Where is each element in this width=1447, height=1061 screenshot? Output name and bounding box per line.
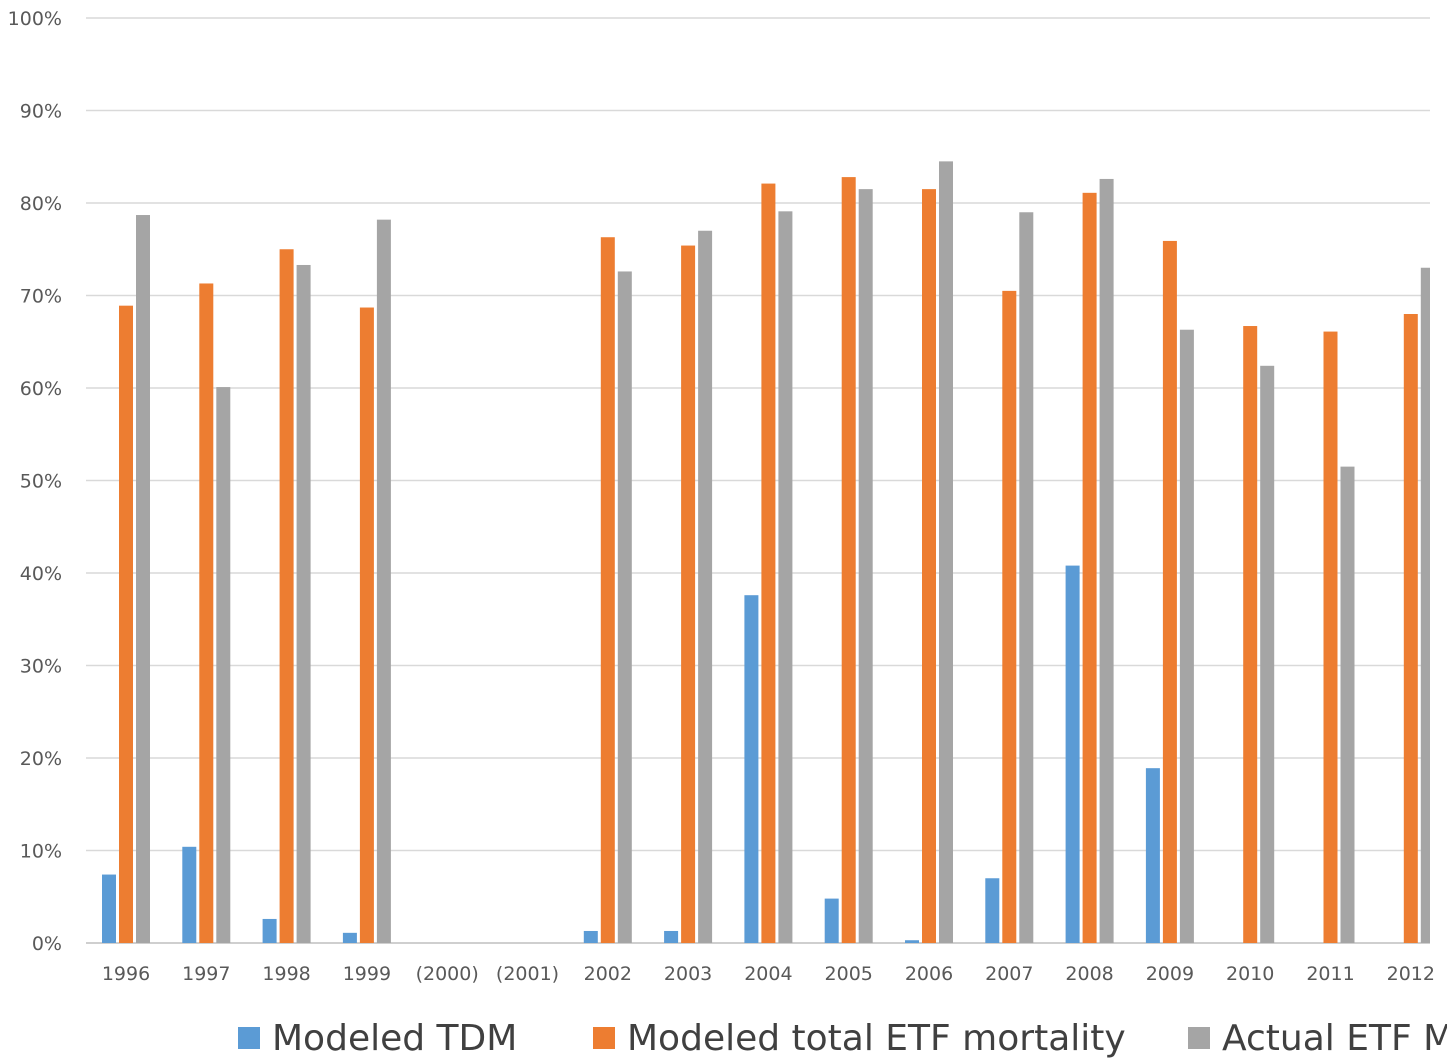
bar-actual-etf-m-1999: [376, 219, 391, 943]
y-axis-ticks: 0% 10% 20% 30% 40% 50% 60% 70% 80% 90% 100%: [8, 8, 62, 955]
bar-actual-etf-m-2005: [858, 189, 873, 943]
bar-actual-etf-m-1996: [136, 215, 150, 943]
bar-actual-etf-m-1998: [296, 264, 311, 944]
x-tick-label: 1996: [102, 963, 150, 985]
bar-modeled-total-etf-mortality-1998: [279, 249, 294, 943]
y-tick-label: 100%: [8, 8, 62, 30]
bar-modeled-tdm-1996: [102, 874, 116, 943]
bar-modeled-tdm-2009: [1145, 768, 1160, 943]
x-axis-ticks: 1996 1997 1998 1999 (2000) (2001) 2002 2003 2004…: [102, 963, 1435, 985]
bar-actual-etf-m-2002: [617, 271, 632, 943]
bar-actual-etf-m-2003: [698, 230, 713, 943]
bar-modeled-total-etf-mortality-2010: [1243, 326, 1258, 943]
bar-modeled-total-etf-mortality-2002: [600, 237, 615, 944]
x-tick-label: 1999: [343, 963, 391, 985]
x-tick-label: 2006: [905, 963, 953, 985]
bar-modeled-total-etf-mortality-1996: [119, 305, 133, 943]
x-tick-label: 2011: [1306, 963, 1354, 985]
bar-modeled-total-etf-mortality-2004: [761, 183, 776, 943]
bar-actual-etf-m-2012: [1420, 267, 1430, 943]
x-tick-label: 1997: [182, 963, 230, 985]
bar-actual-etf-m-2009: [1179, 329, 1194, 944]
legend: Modeled TDM Modeled total ETF mortality Ac…: [238, 1018, 1447, 1059]
x-tick-label: 2009: [1146, 963, 1194, 985]
bar-modeled-total-etf-mortality-2003: [681, 245, 696, 944]
y-tick-label: 20%: [20, 748, 62, 770]
bars: [102, 161, 1430, 944]
y-tick-label: 40%: [20, 563, 62, 585]
y-tick-label: 90%: [20, 101, 62, 123]
bar-modeled-total-etf-mortality-2007: [1002, 290, 1017, 943]
bar-modeled-tdm-1999: [342, 932, 357, 943]
bar-actual-etf-m-2006: [939, 161, 953, 943]
bar-modeled-tdm-1997: [182, 846, 197, 943]
legend-swatch: [238, 1027, 260, 1049]
x-tick-label: 2008: [1065, 963, 1113, 985]
legend-swatch: [593, 1027, 615, 1049]
bar-modeled-tdm-2007: [985, 878, 1000, 943]
x-tick-label: 1998: [262, 963, 310, 985]
legend-label: Modeled TDM: [272, 1018, 517, 1059]
bar-modeled-total-etf-mortality-2012: [1403, 314, 1418, 943]
bar-modeled-tdm-1998: [262, 918, 277, 943]
legend-swatch: [1188, 1027, 1210, 1049]
x-tick-label: (2001): [496, 963, 559, 985]
bar-modeled-tdm-2003: [664, 930, 679, 943]
x-tick-label: 2005: [825, 963, 873, 985]
x-tick-label: 2003: [664, 963, 712, 985]
bar-modeled-tdm-2006: [905, 940, 919, 943]
bar-modeled-tdm-2008: [1065, 565, 1080, 943]
y-tick-label: 50%: [20, 471, 62, 493]
bar-modeled-total-etf-mortality-2008: [1082, 192, 1097, 943]
bar-modeled-total-etf-mortality-2005: [841, 177, 856, 944]
bar-actual-etf-m-1997: [216, 387, 231, 943]
bar-actual-etf-m-2011: [1340, 466, 1355, 943]
bar-actual-etf-m-2008: [1099, 178, 1114, 943]
bar-actual-etf-m-2004: [778, 211, 793, 943]
x-tick-label: 2012: [1387, 963, 1435, 985]
legend-label: Actual ETF M: [1222, 1018, 1447, 1059]
bar-modeled-tdm-2004: [744, 595, 759, 943]
y-tick-label: 80%: [20, 193, 62, 215]
y-tick-label: 60%: [20, 378, 62, 400]
bar-modeled-total-etf-mortality-1997: [199, 283, 214, 944]
bar-modeled-total-etf-mortality-1999: [359, 307, 374, 943]
bar-modeled-total-etf-mortality-2006: [922, 189, 936, 943]
y-tick-label: 70%: [20, 286, 62, 308]
y-tick-label: 10%: [20, 841, 62, 863]
bar-modeled-total-etf-mortality-2011: [1323, 331, 1338, 943]
x-tick-label: (2000): [416, 963, 479, 985]
x-tick-label: 2002: [584, 963, 632, 985]
x-tick-label: 2010: [1226, 963, 1274, 985]
bar-actual-etf-m-2007: [1019, 212, 1034, 943]
y-tick-label: 0%: [32, 933, 62, 955]
x-tick-label: 2007: [985, 963, 1033, 985]
bar-modeled-total-etf-mortality-2009: [1162, 240, 1177, 944]
bar-modeled-tdm-2002: [583, 930, 598, 943]
legend-label: Modeled total ETF mortality: [627, 1018, 1126, 1059]
x-tick-label: 2004: [744, 963, 792, 985]
bar-actual-etf-m-2010: [1260, 365, 1275, 943]
bar-modeled-tdm-2005: [824, 898, 839, 943]
y-tick-label: 30%: [20, 656, 62, 678]
